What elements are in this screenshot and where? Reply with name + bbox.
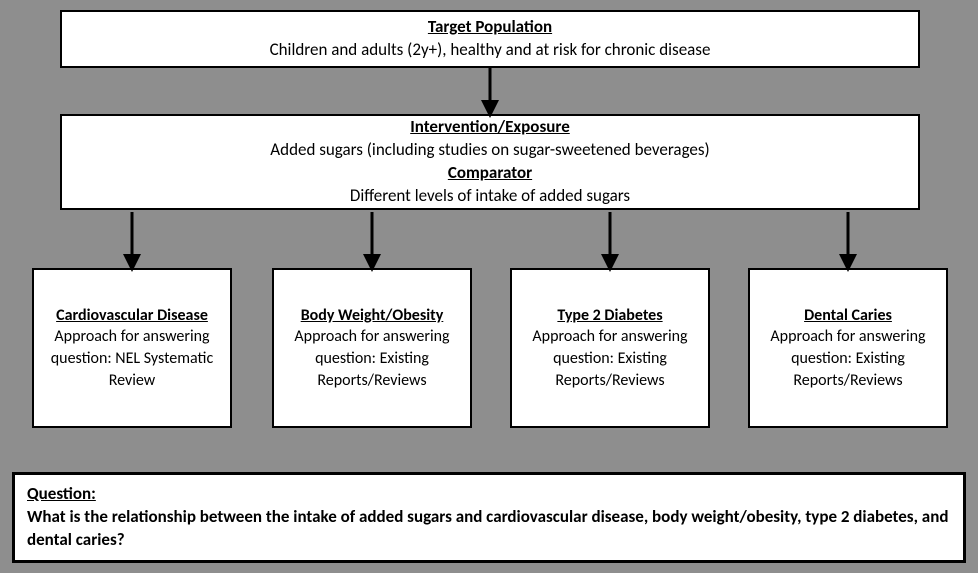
question-box: Question: What is the relationship betwe…: [12, 472, 966, 563]
node-intervention-comparator: Intervention/Exposure Added sugars (incl…: [60, 114, 920, 210]
node-intervention-title: Intervention/Exposure: [410, 116, 570, 139]
node-target-population: Target Population Children and adults (2…: [60, 10, 920, 68]
node-comparator-text: Different levels of intake of added suga…: [350, 185, 630, 208]
node-outcome-diabetes: Type 2 DiabetesApproach for answering qu…: [510, 268, 710, 428]
node-outcome-text: Approach for answering question: Existin…: [756, 326, 940, 391]
question-text: What is the relationship between the int…: [27, 506, 951, 552]
node-outcome-text: Approach for answering question: NEL Sys…: [40, 326, 224, 391]
node-target-text: Children and adults (2y+), healthy and a…: [270, 39, 711, 62]
node-intervention-text: Added sugars (including studies on sugar…: [270, 139, 709, 162]
node-outcome-cardio: Cardiovascular DiseaseApproach for answe…: [32, 268, 232, 428]
node-outcome-text: Approach for answering question: Existin…: [518, 326, 702, 391]
node-outcome-text: Approach for answering question: Existin…: [280, 326, 464, 391]
question-label: Question:: [27, 483, 951, 506]
node-target-title: Target Population: [428, 16, 552, 39]
node-outcome-title: Cardiovascular Disease: [56, 305, 208, 327]
node-outcome-title: Type 2 Diabetes: [557, 305, 662, 327]
node-comparator-title: Comparator: [448, 162, 532, 185]
node-outcome-title: Body Weight/Obesity: [301, 305, 444, 327]
node-outcome-dental: Dental CariesApproach for answering ques…: [748, 268, 948, 428]
node-outcome-obesity: Body Weight/ObesityApproach for answerin…: [272, 268, 472, 428]
node-outcome-title: Dental Caries: [804, 305, 892, 327]
